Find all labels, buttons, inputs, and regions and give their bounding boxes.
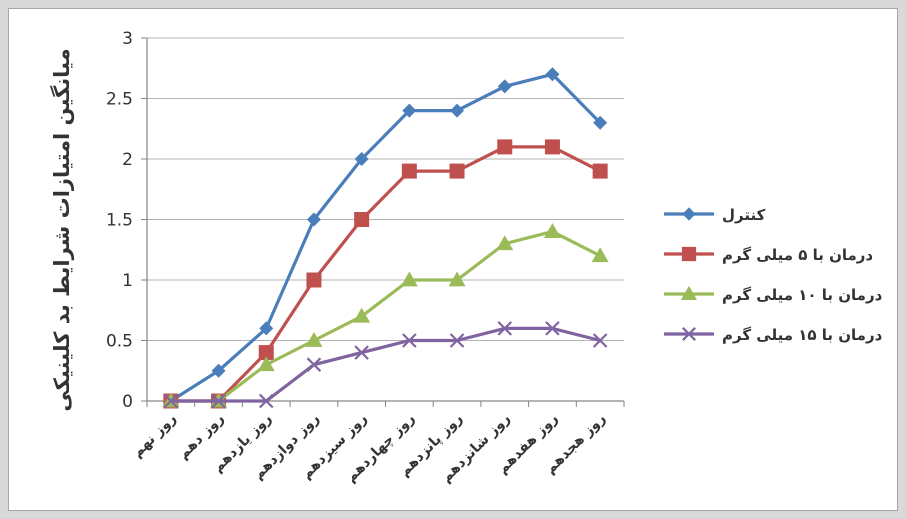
y-tick-label: 2.5 bbox=[106, 90, 133, 110]
data-point bbox=[593, 115, 608, 130]
y-tick-label: 1 bbox=[122, 271, 133, 291]
data-point bbox=[592, 333, 608, 348]
y-axis-label: میانگین امتیازات شرایط بد کلینیکی bbox=[49, 48, 74, 411]
data-point bbox=[545, 67, 560, 82]
data-point bbox=[306, 357, 322, 372]
data-point bbox=[258, 345, 274, 361]
data-point bbox=[591, 247, 609, 263]
data-point bbox=[544, 139, 560, 155]
y-tick-labels: 0 0.5 1 1.5 2 2.5 3 bbox=[106, 29, 133, 412]
legend-swatch-marker bbox=[681, 246, 697, 262]
data-point bbox=[450, 103, 465, 118]
data-point bbox=[448, 271, 466, 287]
data-point bbox=[259, 321, 274, 336]
data-point bbox=[354, 345, 369, 360]
data-point bbox=[497, 139, 513, 155]
data-point bbox=[306, 272, 322, 288]
data-point bbox=[354, 212, 370, 227]
legend-swatch-marker bbox=[682, 207, 696, 221]
gridlines bbox=[147, 37, 624, 341]
y-tick-label: 0.5 bbox=[106, 332, 133, 352]
data-point bbox=[449, 163, 465, 179]
series-1 bbox=[163, 67, 608, 408]
data-point bbox=[543, 223, 561, 238]
series-group bbox=[162, 67, 609, 409]
data-point bbox=[258, 393, 274, 409]
data-point bbox=[496, 235, 514, 251]
data-point bbox=[497, 79, 512, 94]
legend-label: درمان با ۵ میلی گرم bbox=[722, 246, 873, 264]
x-tick-label: روز نهم bbox=[129, 411, 179, 461]
legend: کنترل درمان با ۵ میلی گرم درمان با ۱۰ میلی… bbox=[664, 206, 883, 344]
chart-frame: 0 0.5 1 1.5 2 2.5 3 روز نهم روز دهم روز یازدهم رو… bbox=[8, 8, 898, 511]
data-point bbox=[497, 321, 513, 336]
data-point bbox=[402, 333, 417, 348]
data-point bbox=[211, 393, 226, 409]
legend-entry: درمان با ۱۰ میلی گرم bbox=[664, 285, 883, 304]
data-point bbox=[211, 363, 226, 378]
series-line bbox=[170, 326, 601, 403]
data-point bbox=[449, 333, 465, 348]
legend-swatch-marker bbox=[682, 327, 696, 341]
legend-swatch-marker bbox=[680, 285, 698, 301]
y-tick-label: 1.5 bbox=[106, 211, 133, 231]
data-point bbox=[400, 271, 418, 287]
series-2 bbox=[163, 139, 608, 409]
series-3 bbox=[162, 223, 609, 408]
data-point bbox=[592, 163, 608, 179]
data-point bbox=[163, 393, 179, 409]
data-point bbox=[353, 307, 371, 323]
data-point bbox=[354, 152, 369, 166]
y-tick-label: 2 bbox=[122, 150, 133, 170]
legend-entry: درمان با ۱۵ میلی گرم bbox=[664, 326, 883, 344]
legend-label: درمان با ۱۰ میلی گرم bbox=[722, 286, 883, 304]
y-tick-label: 3 bbox=[122, 29, 133, 49]
series-line bbox=[170, 145, 601, 403]
data-point bbox=[257, 356, 275, 372]
y-tick-label: 0 bbox=[122, 392, 133, 412]
data-point bbox=[402, 103, 417, 118]
data-point bbox=[401, 163, 417, 179]
axes bbox=[141, 37, 625, 407]
legend-label: درمان با ۱۵ میلی گرم bbox=[722, 326, 883, 344]
legend-entry: کنترل bbox=[664, 206, 766, 224]
data-point bbox=[545, 321, 560, 336]
series-line bbox=[169, 72, 602, 403]
data-point bbox=[306, 212, 321, 227]
series-line bbox=[170, 230, 601, 403]
series-4 bbox=[163, 321, 608, 409]
data-point bbox=[305, 332, 323, 347]
legend-entry: درمان با ۵ میلی گرم bbox=[664, 246, 873, 264]
legend-label: کنترل bbox=[722, 206, 766, 224]
